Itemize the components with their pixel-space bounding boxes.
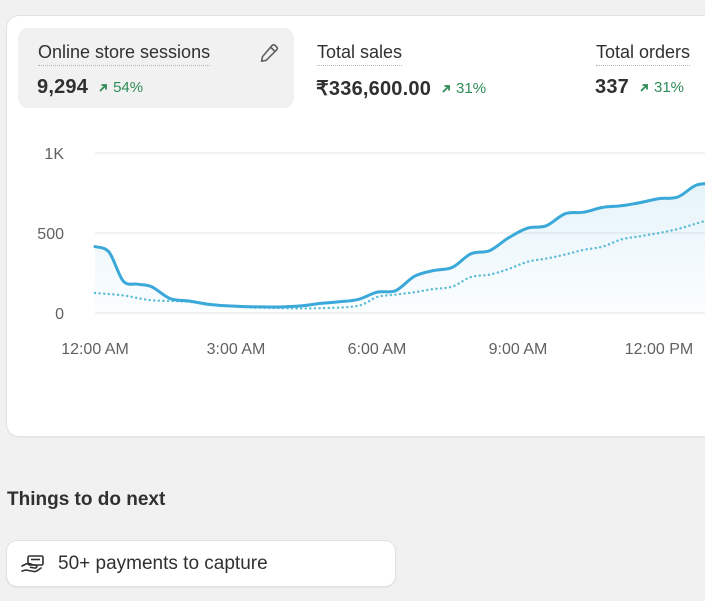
payment-hand-icon [20,553,46,575]
trend-up: 54% [98,79,143,96]
payments-to-capture-task[interactable]: 50+ payments to capture [7,541,395,586]
x-tick-label: 12:00 PM [625,341,693,358]
sessions-line-chart: 1K 500 0 12:00 AM 3:00 AM 6:00 AM 9:00 AM 12:0… [37,146,705,358]
x-tick-label: 12:00 AM [61,341,129,358]
analytics-card: Online store sessions 9,294 54% Total sa… [7,16,705,436]
arrow-up-right-icon [442,84,450,93]
section-title: Things to do next [7,489,166,510]
metric-total-sales[interactable]: Total sales ₹336,600.00 31% [297,28,567,108]
x-tick-label: 6:00 AM [348,341,407,358]
trend-value: 54% [113,79,144,96]
y-tick-label: 0 [55,306,64,323]
trend-up: 31% [639,79,684,96]
arrow-up-right-icon [640,83,648,92]
y-tick-label: 500 [37,226,64,243]
series-line-current [93,182,705,309]
task-label: 50+ payments to capture [58,552,268,574]
x-tick-label: 3:00 AM [207,341,266,358]
metric-value: ₹336,600.00 [316,78,432,100]
metric-label: Total orders [596,42,691,66]
trend-value: 31% [456,80,487,97]
x-tick-label: 9:00 AM [489,341,548,358]
metric-value: 9,294 [37,76,89,98]
arrow-up-right-icon [99,83,107,92]
y-tick-label: 1K [44,146,64,163]
pencil-icon[interactable] [258,42,280,69]
series-area [95,183,705,313]
metric-online-store-sessions[interactable]: Online store sessions 9,294 54% [18,28,294,108]
metric-label: Online store sessions [38,42,211,66]
trend-up: 31% [441,80,486,97]
metric-label: Total sales [317,42,403,66]
trend-value: 31% [653,79,685,96]
metric-total-orders[interactable]: Total orders 337 31% [576,28,705,108]
metric-value: 337 [595,76,629,98]
